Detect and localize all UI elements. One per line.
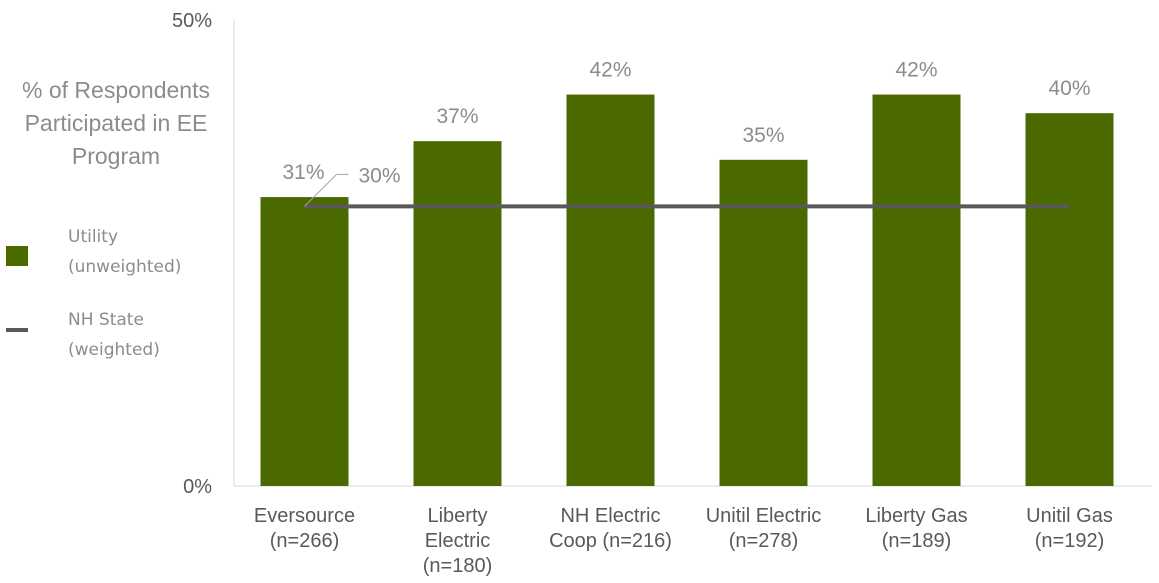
bar bbox=[413, 141, 502, 486]
x-tick-label: (n=189) bbox=[882, 530, 952, 552]
bar-value-label: 31% bbox=[282, 161, 324, 184]
x-tick-label: Liberty bbox=[427, 505, 487, 527]
state-average-label: 30% bbox=[359, 164, 401, 187]
y-tick-label: 50% bbox=[172, 10, 212, 32]
bar bbox=[260, 197, 349, 486]
bar-value-label: 37% bbox=[436, 105, 478, 128]
bar bbox=[872, 94, 961, 486]
bar bbox=[566, 94, 655, 486]
x-tick-label: Liberty Gas bbox=[865, 505, 967, 527]
x-tick-label: NH Electric bbox=[560, 505, 660, 527]
x-tick-label: (n=180) bbox=[423, 555, 493, 577]
x-tick-label: Unitil Gas bbox=[1026, 505, 1113, 527]
x-tick-label: (n=278) bbox=[729, 530, 799, 552]
y-tick-label: 0% bbox=[183, 476, 212, 498]
bar-value-label: 42% bbox=[589, 59, 631, 82]
x-tick-label: Electric bbox=[425, 530, 491, 552]
legend-label-line: Utility bbox=[68, 227, 119, 247]
y-axis-title-line: % of Respondents bbox=[22, 77, 210, 103]
legend-line-nh-state bbox=[6, 328, 28, 332]
legend-label-line: (unweighted) bbox=[68, 257, 182, 277]
y-axis-title-line: Program bbox=[71, 143, 161, 169]
bar bbox=[1025, 113, 1114, 486]
x-tick-label: Coop (n=216) bbox=[549, 530, 672, 552]
bar-value-label: 42% bbox=[895, 59, 937, 82]
legend-label-nh-state: NH State (weighted) bbox=[68, 305, 160, 365]
legend-label-line: NH State bbox=[68, 310, 144, 330]
bar-value-label: 35% bbox=[742, 124, 784, 147]
state-average-leader-line bbox=[304, 173, 349, 207]
x-tick-label: Eversource bbox=[254, 505, 355, 527]
legend-label-utility: Utility (unweighted) bbox=[68, 222, 181, 282]
x-tick-label: (n=266) bbox=[270, 530, 340, 552]
y-axis-title: % of Respondents Participated in EE Prog… bbox=[0, 74, 232, 173]
legend-swatch-utility bbox=[6, 246, 28, 266]
y-axis-title-line: Participated in EE bbox=[24, 110, 208, 136]
bar-value-label: 40% bbox=[1048, 77, 1090, 100]
x-tick-label: (n=192) bbox=[1035, 530, 1105, 552]
x-tick-label: Unitil Electric bbox=[706, 505, 822, 527]
bar bbox=[719, 159, 808, 487]
legend-label-line: (weighted) bbox=[68, 340, 160, 360]
